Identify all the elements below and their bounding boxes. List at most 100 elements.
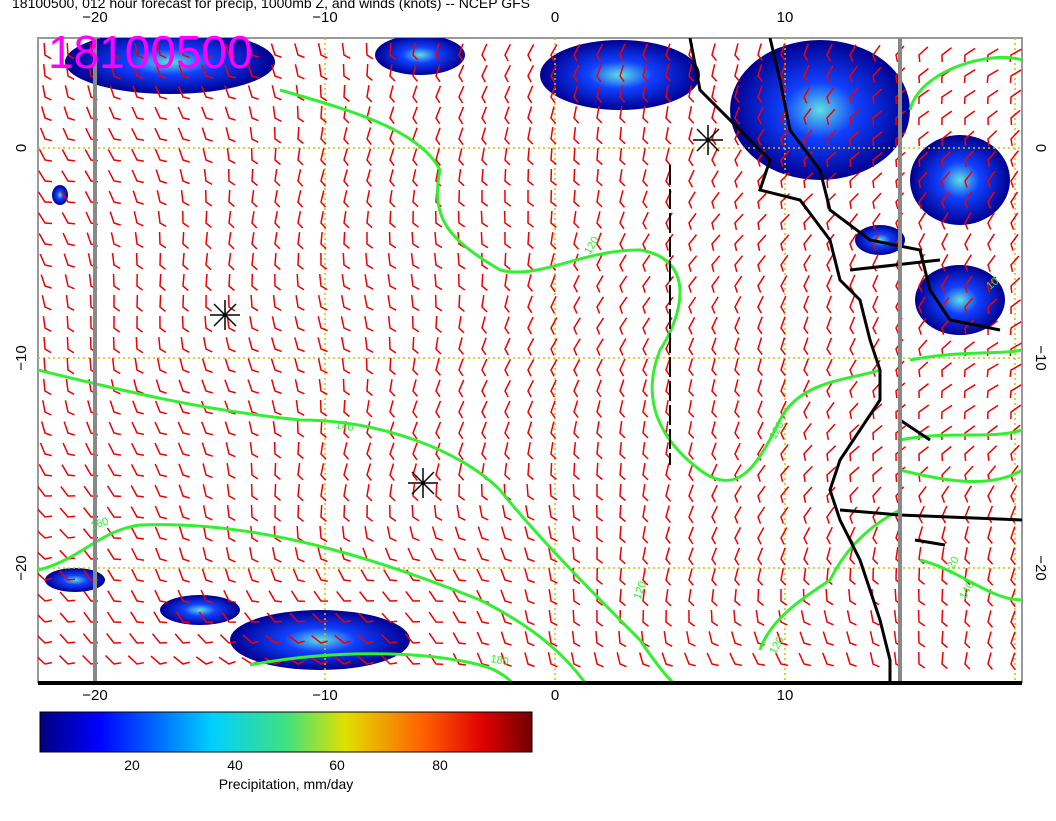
wind-barb (501, 505, 512, 521)
wind-barb (274, 273, 282, 291)
wind-barb (964, 233, 972, 251)
wind-barb (320, 105, 327, 124)
y-tick-label: 0 (1032, 144, 1049, 152)
wind-barb (228, 189, 235, 208)
wind-barb (527, 44, 535, 62)
wind-barb (711, 505, 718, 524)
wind-barb (826, 108, 836, 125)
wind-barb (524, 589, 535, 605)
wind-barb (849, 466, 860, 483)
wind-barb (803, 465, 813, 483)
wind-barb (596, 253, 603, 272)
wind-barb (803, 444, 813, 461)
wind-barb (481, 442, 487, 460)
wind-barb (387, 274, 397, 290)
wind-barb (550, 64, 557, 83)
wind-barb (711, 589, 718, 607)
wind-barb (388, 231, 397, 249)
wind-barb (711, 64, 718, 82)
wind-barb (297, 147, 304, 166)
wind-barb (343, 210, 350, 229)
wind-barb (1010, 404, 1022, 420)
wind-barb (688, 421, 695, 439)
wind-barb (366, 463, 372, 481)
wind-barb (296, 105, 305, 123)
wind-barb (941, 567, 948, 586)
wind-barb (251, 273, 259, 291)
wind-barb (39, 442, 52, 457)
wind-barb (504, 127, 511, 145)
wind-barb (63, 421, 75, 436)
wind-barb (202, 547, 213, 563)
wind-barb (435, 483, 442, 502)
wind-barb (688, 358, 694, 377)
wind-barb (1010, 191, 1019, 209)
wind-barb (320, 126, 327, 145)
wind-barb (964, 297, 974, 314)
wind-barb (688, 255, 698, 272)
wind-barb (642, 609, 649, 627)
wind-barb (826, 43, 833, 62)
wind-barb (780, 171, 790, 189)
wind-barb (918, 339, 928, 356)
wind-barb (264, 657, 282, 665)
wind-barb (849, 424, 860, 440)
wind-barb (251, 168, 258, 187)
wind-barb (941, 609, 948, 627)
wind-barb (274, 168, 281, 187)
wind-barb (458, 337, 464, 355)
wind-barb (918, 567, 925, 585)
wind-barb (480, 210, 489, 228)
wind-barb (941, 383, 953, 399)
wind-barb (665, 43, 671, 62)
wind-barb (734, 527, 742, 545)
wind-barb (1010, 444, 1020, 462)
wind-barb (182, 294, 189, 312)
wind-barb (918, 191, 927, 209)
wind-barb (964, 130, 975, 147)
wind-barb (845, 652, 857, 668)
wind-barb (711, 127, 717, 146)
wind-barb (527, 462, 534, 481)
wind-barb (228, 273, 235, 292)
wind-barb (319, 525, 328, 543)
frame-lines (93, 38, 902, 682)
wind-barb (596, 609, 604, 627)
wind-barb (550, 421, 557, 439)
wind-barb (527, 316, 534, 335)
wind-barb (1010, 631, 1016, 650)
wind-barb (133, 64, 144, 80)
wind-barb (872, 274, 879, 293)
wind-barb (481, 421, 488, 440)
wind-barb (389, 357, 396, 376)
wind-barb (270, 64, 282, 80)
wind-barb (386, 526, 397, 542)
wind-barb (504, 379, 512, 398)
wind-barb (734, 106, 740, 125)
wind-barb (1010, 255, 1020, 272)
wind-barb (320, 252, 328, 270)
wind-barb (224, 358, 236, 373)
wind-barb (917, 609, 926, 627)
wind-barb (872, 486, 882, 503)
wind-barb (593, 652, 604, 668)
wind-barb (158, 337, 167, 354)
wind-barb (130, 611, 145, 624)
wind-barb (963, 89, 976, 105)
wind-barb (132, 85, 144, 100)
wind-barb (434, 294, 443, 312)
wind-barb (596, 211, 603, 229)
wind-barb (412, 64, 418, 82)
wind-barb (155, 379, 167, 395)
wind-barb (780, 422, 788, 440)
wind-barb (202, 484, 213, 500)
wind-barb (200, 421, 213, 436)
wind-barb (688, 526, 695, 545)
wind-barb (131, 127, 145, 141)
wind-barb (987, 526, 993, 544)
wind-barb (136, 294, 143, 312)
wind-barb (734, 485, 742, 503)
wind-barb (404, 654, 421, 665)
wind-barb (131, 547, 145, 561)
colorbar-tick-label: 40 (227, 757, 243, 773)
